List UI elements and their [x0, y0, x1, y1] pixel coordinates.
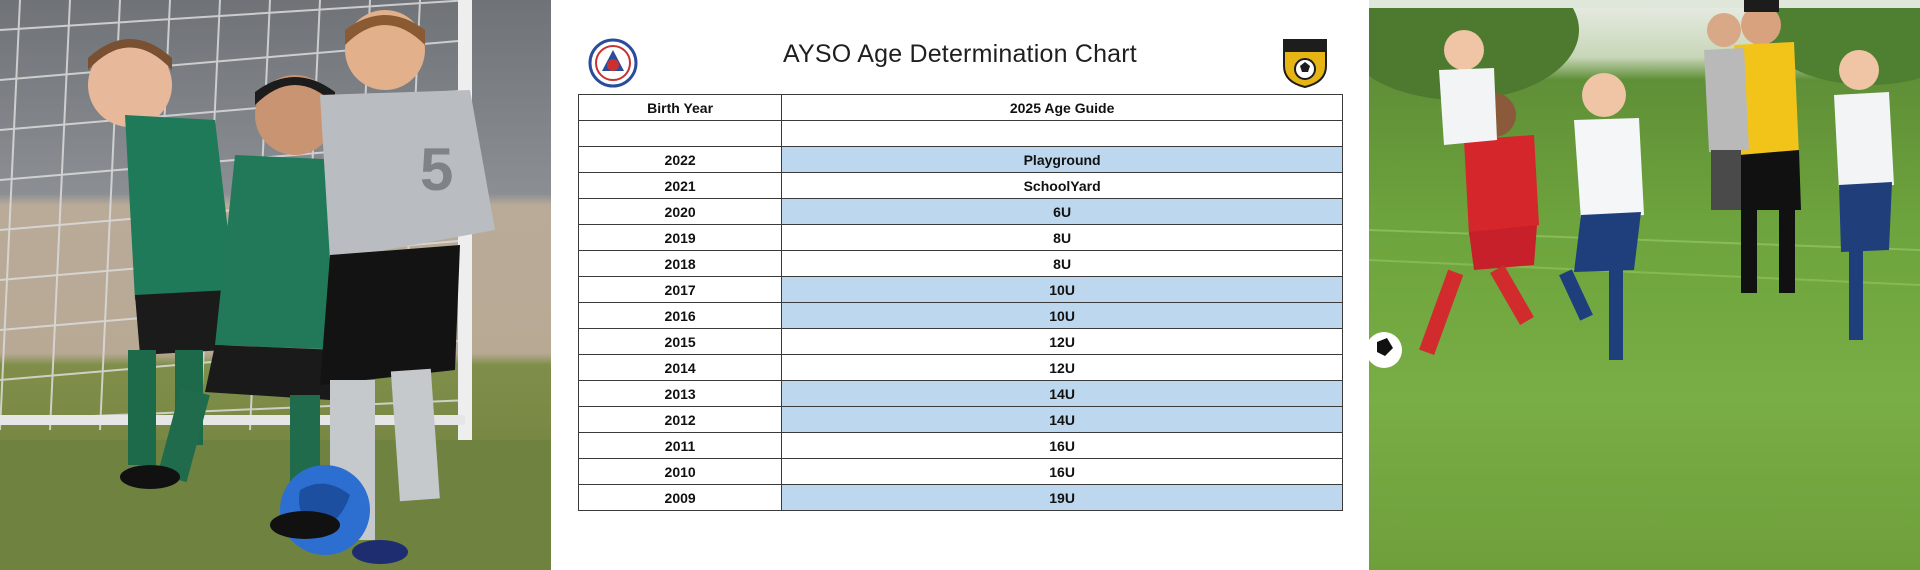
- table-row: [577, 120, 1343, 147]
- age-determination-table: Birth Year 2025 Age Guide 2022 Playground…: [577, 94, 1343, 511]
- header-birth-year: Birth Year: [577, 94, 783, 121]
- birth-year-cell: 2010: [577, 458, 783, 485]
- svg-text:5: 5: [420, 136, 453, 203]
- age-guide-cell: 10U: [781, 302, 1343, 329]
- birth-year-cell: 2017: [577, 276, 783, 303]
- birth-year-cell: 2011: [577, 432, 783, 459]
- age-guide-cell: 12U: [781, 328, 1343, 355]
- age-guide-cell: 8U: [781, 224, 1343, 251]
- birth-year-cell: 2012: [577, 406, 783, 433]
- girls-soccer-illustration: [1369, 0, 1920, 368]
- birth-year-cell: 2016: [577, 302, 783, 329]
- table-row: 2015 12U: [577, 328, 1343, 355]
- table-row: 2012 14U: [577, 406, 1343, 433]
- birth-year-cell: 2022: [577, 146, 783, 173]
- birth-year-cell: 2019: [577, 224, 783, 251]
- age-guide-cell: SchoolYard: [781, 172, 1343, 199]
- age-guide-cell: 12U: [781, 354, 1343, 381]
- age-guide-cell: [781, 120, 1343, 147]
- age-chart-document: AYSO Age Determination Chart Birth Year …: [551, 0, 1369, 570]
- age-guide-cell: 16U: [781, 432, 1343, 459]
- age-guide-cell: 14U: [781, 406, 1343, 433]
- table-row: 2020 6U: [577, 198, 1343, 225]
- age-guide-cell: Playground: [781, 146, 1343, 173]
- age-guide-cell: 6U: [781, 198, 1343, 225]
- table-row: 2013 14U: [577, 380, 1343, 407]
- document-title: AYSO Age Determination Chart: [783, 40, 1137, 68]
- birth-year-cell: 2013: [577, 380, 783, 407]
- ayso-logo-icon: [588, 38, 638, 88]
- girls-soccer-photo: [1369, 0, 1920, 570]
- age-guide-cell: 16U: [781, 458, 1343, 485]
- region-badge-icon: [1283, 39, 1327, 88]
- age-guide-cell: 19U: [781, 484, 1343, 511]
- table-row: 2019 8U: [577, 224, 1343, 251]
- table-row: 2017 10U: [577, 276, 1343, 303]
- table-row: 2016 10U: [577, 302, 1343, 329]
- birth-year-cell: 2020: [577, 198, 783, 225]
- youth-soccer-illustration: 5: [0, 0, 551, 570]
- table-row: 2009 19U: [577, 484, 1343, 511]
- age-guide-cell: 8U: [781, 250, 1343, 277]
- birth-year-cell: 2018: [577, 250, 783, 277]
- birth-year-cell: 2015: [577, 328, 783, 355]
- table-row: 2018 8U: [577, 250, 1343, 277]
- table-row: 2010 16U: [577, 458, 1343, 485]
- age-guide-cell: 10U: [781, 276, 1343, 303]
- table-header-row: Birth Year 2025 Age Guide: [577, 94, 1343, 121]
- table-row: 2022 Playground: [577, 146, 1343, 173]
- birth-year-cell: [577, 120, 783, 147]
- youth-soccer-photo: 5: [0, 0, 551, 570]
- age-guide-cell: 14U: [781, 380, 1343, 407]
- table-row: 2021 SchoolYard: [577, 172, 1343, 199]
- header-age-guide: 2025 Age Guide: [781, 94, 1343, 121]
- table-row: 2011 16U: [577, 432, 1343, 459]
- birth-year-cell: 2021: [577, 172, 783, 199]
- table-row: 2014 12U: [577, 354, 1343, 381]
- birth-year-cell: 2009: [577, 484, 783, 511]
- birth-year-cell: 2014: [577, 354, 783, 381]
